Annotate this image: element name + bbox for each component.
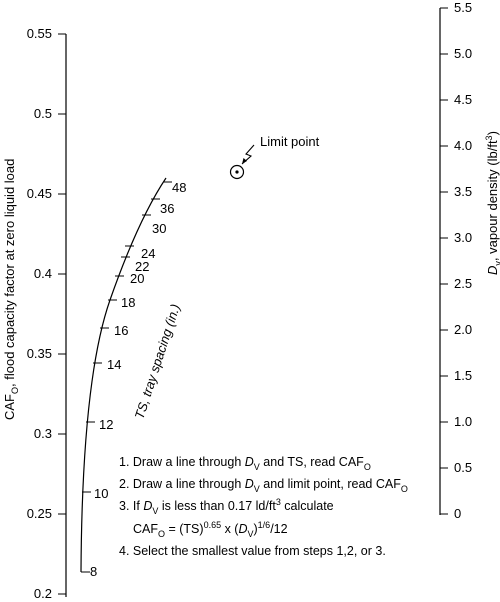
caf-tick-label: 0.35 [27, 346, 52, 361]
ts-tick-label: 22 [135, 259, 149, 274]
caf-tick-label: 0.2 [34, 586, 52, 601]
limit-point-marker [229, 144, 255, 180]
ts-scale-ticks: 8 10 12 14 16 18 20 22 24 30 36 48 [81, 180, 186, 579]
caf-tick-label: 0.45 [27, 186, 52, 201]
dv-tick-label: 5.5 [454, 0, 472, 15]
step-2: 2. Draw a line through DV and limit poin… [119, 477, 408, 494]
ts-tick-label: 14 [107, 357, 121, 372]
ts-tick-label: 10 [94, 486, 108, 501]
ts-tick-label: 24 [141, 246, 155, 261]
step-3-formula: CAFO = (TS)0.65 x (DV)1/6/12 [133, 520, 288, 539]
instructions: 1. Draw a line through DV and TS, read C… [119, 455, 408, 558]
ts-tick-label: 36 [160, 201, 174, 216]
caf-tick-label: 0.25 [27, 506, 52, 521]
caf-tick-label: 0.3 [34, 426, 52, 441]
caf-tick-label: 0.4 [34, 266, 52, 281]
ts-tick-label: 48 [172, 180, 186, 195]
caf-axis-title: CAFO, flood capacity factor at zero liqu… [2, 159, 20, 420]
ts-tick-label: 16 [114, 323, 128, 338]
dv-axis-title: Dv, vapour density (lb/ft3) [484, 131, 500, 275]
limit-point-dot-icon [235, 170, 239, 174]
dv-tick-label: 4.5 [454, 92, 472, 107]
limit-point-ring-icon [229, 164, 245, 180]
ts-tick-label: 8 [90, 564, 97, 579]
ts-tick-label: 18 [121, 295, 135, 310]
ts-tick-label: 20 [130, 271, 144, 286]
ts-tick-label: 30 [152, 221, 166, 236]
dv-tick-label: 0.5 [454, 460, 472, 475]
dv-tick-label: 3.0 [454, 230, 472, 245]
step-1: 1. Draw a line through DV and TS, read C… [119, 455, 371, 472]
ts-tick-label: 12 [99, 417, 113, 432]
dv-axis-ticks: 5.5 5.0 4.5 4.0 3.5 3.0 2.5 2.0 1.5 1.0 … [440, 0, 472, 521]
caf-tick-label: 0.5 [34, 106, 52, 121]
dv-tick-label: 3.5 [454, 184, 472, 199]
limit-point-arrow-icon [241, 144, 255, 165]
dv-tick-label: 2.5 [454, 276, 472, 291]
dv-tick-label: 0 [454, 506, 461, 521]
dv-tick-label: 4.0 [454, 138, 472, 153]
step-4: 4. Select the smallest value from steps … [119, 544, 386, 558]
dv-tick-label: 2.0 [454, 322, 472, 337]
dv-tick-label: 5.0 [454, 46, 472, 61]
caf-axis-ticks: 0.55 0.5 0.45 0.4 0.35 0.3 0.25 0.2 [27, 26, 66, 601]
ts-scale-label: TS, tray spacing (in.) [132, 302, 183, 421]
dv-tick-label: 1.5 [454, 368, 472, 383]
step-3: 3. If DV is less than 0.17 ld/ft3 calcul… [119, 497, 334, 516]
caf-tick-label: 0.55 [27, 26, 52, 41]
dv-tick-label: 1.0 [454, 414, 472, 429]
limit-point-arrowhead-icon [242, 158, 247, 164]
limit-point-label: Limit point [260, 134, 320, 149]
